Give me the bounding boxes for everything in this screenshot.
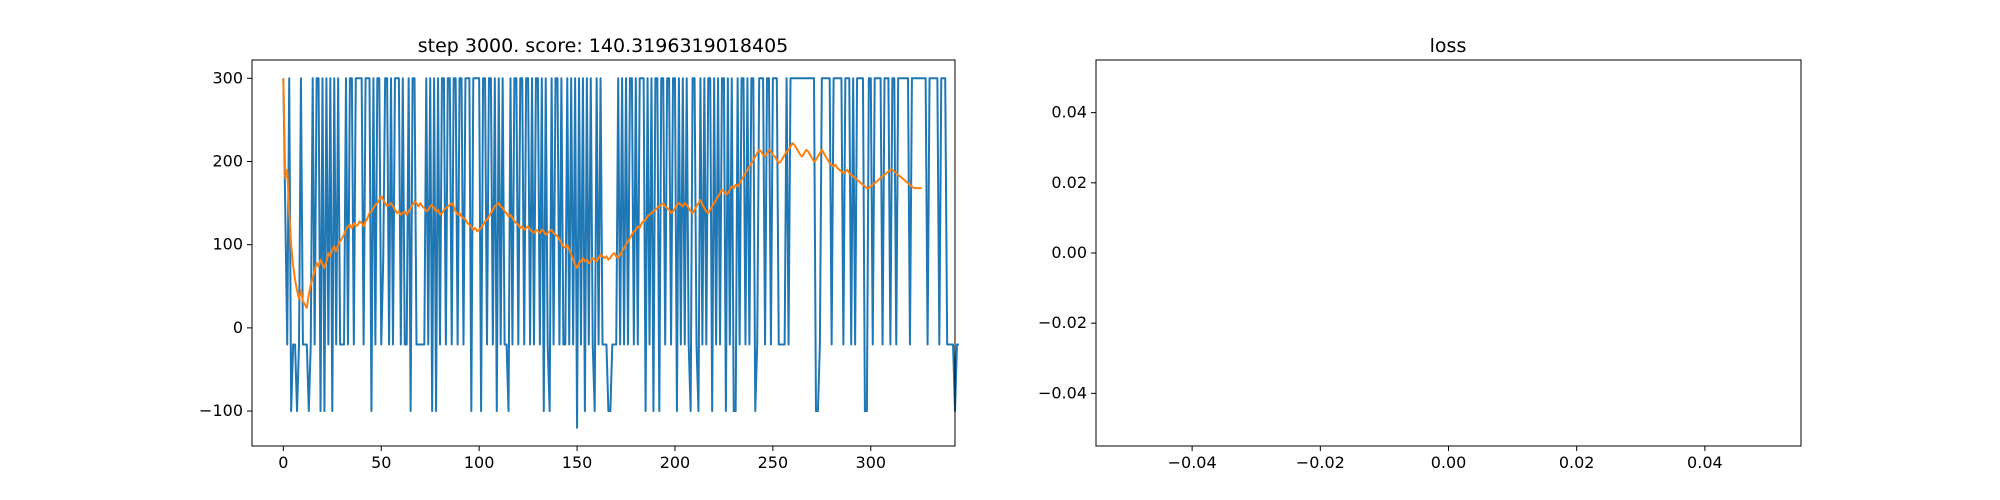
- score-chart-x-ticks: 0 50 100 150 200 250 300: [278, 446, 886, 472]
- score-chart-title: step 3000. score: 140.3196319018405: [418, 35, 789, 57]
- x-tick-label: 50: [371, 453, 391, 472]
- x-tick-label: 0.02: [1559, 453, 1595, 472]
- y-tick-label: 0.02: [1051, 173, 1087, 192]
- y-tick-label: 300: [212, 68, 243, 87]
- x-tick-label: 300: [856, 453, 887, 472]
- series-raw-score-line: [282, 77, 959, 429]
- series-average-score-line: [282, 78, 922, 309]
- x-tick-label: 250: [758, 453, 789, 472]
- loss-chart-frame: [1095, 59, 1802, 447]
- loss-chart: loss −0.04 −0.02 0.00 0.02 0.04 −0.04 −0.02 0.…: [1038, 35, 1802, 472]
- score-chart-frame: [251, 59, 956, 447]
- x-tick-label: 0.00: [1431, 453, 1467, 472]
- x-tick-label: 100: [464, 453, 495, 472]
- x-tick-label: −0.04: [1168, 453, 1217, 472]
- y-tick-label: 200: [212, 151, 243, 170]
- y-tick-label: −100: [199, 401, 243, 420]
- y-tick-label: 100: [212, 235, 243, 254]
- y-tick-label: 0.04: [1051, 103, 1087, 122]
- x-tick-label: −0.02: [1296, 453, 1345, 472]
- loss-chart-x-ticks: −0.04 −0.02 0.00 0.02 0.04: [1168, 446, 1723, 472]
- loss-chart-title: loss: [1430, 35, 1467, 57]
- y-tick-label: −0.04: [1038, 383, 1087, 402]
- y-tick-label: −0.02: [1038, 313, 1087, 332]
- x-tick-label: 150: [562, 453, 593, 472]
- loss-chart-y-ticks: −0.04 −0.02 0.00 0.02 0.04: [1038, 103, 1096, 402]
- score-chart-y-ticks: −100 0 100 200 300: [199, 68, 252, 420]
- x-tick-label: 200: [660, 453, 691, 472]
- score-chart: step 3000. score: 140.3196319018405 0 50 1…: [199, 35, 959, 472]
- y-tick-label: 0.00: [1051, 243, 1087, 262]
- y-tick-label: 0: [233, 318, 243, 337]
- x-tick-label: 0.04: [1687, 453, 1723, 472]
- x-tick-label: 0: [278, 453, 288, 472]
